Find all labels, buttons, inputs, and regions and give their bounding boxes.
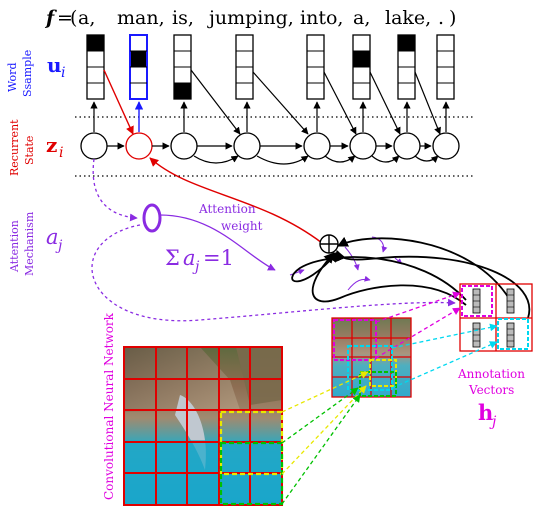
cnn-label: Convolutional Neural Network xyxy=(102,312,116,500)
sentence-word-7: lake, xyxy=(385,7,431,29)
word-vector-1 xyxy=(86,34,105,100)
z-subscript: i xyxy=(59,145,63,161)
recurrent-arrows xyxy=(107,142,439,165)
a-symbol: a xyxy=(46,225,59,249)
sum-sigma: Σ xyxy=(165,246,180,270)
word-sample-label-line1: Word xyxy=(6,63,19,92)
u-symbol: u xyxy=(47,53,62,77)
state-to-word-arrows xyxy=(90,101,450,132)
sentence-open-paren: ( xyxy=(70,7,77,29)
f-symbol: f xyxy=(44,7,57,29)
z-symbol: z xyxy=(46,133,57,157)
annotation-label-line2: Vectors xyxy=(468,383,514,397)
weight-arrows xyxy=(289,236,403,291)
h-subscript: j xyxy=(489,414,497,430)
word-vector-3 xyxy=(173,34,192,100)
sentence-word-2: man, xyxy=(117,7,165,29)
sentence-word-1: a, xyxy=(78,7,95,29)
attention-weight-arrow xyxy=(159,214,276,271)
context-to-state-arrow xyxy=(149,157,323,244)
attention-label-line2: Mechanism xyxy=(23,211,36,276)
word-to-state-arrows xyxy=(190,69,441,135)
feature-to-annotation-arrows xyxy=(375,291,498,389)
word-sample-label-line2: Ssample xyxy=(21,50,34,97)
annotation-to-combiner-curves xyxy=(291,236,531,319)
sentence-close-paren: ) xyxy=(449,7,456,29)
feature-map xyxy=(331,317,412,398)
cnn-to-feature-arrows xyxy=(281,371,369,505)
attention-label-line1: Attention xyxy=(8,220,21,273)
attention-node xyxy=(142,203,162,233)
word-vector-6 xyxy=(352,34,371,100)
attention-weight-line2: weight xyxy=(221,219,263,233)
annotation-vectors xyxy=(459,283,533,352)
word-vector-7 xyxy=(397,34,416,100)
state-to-attention-arrow xyxy=(92,158,138,222)
sentence-word-5: into, xyxy=(300,7,343,29)
word-vector-8 xyxy=(436,34,455,100)
equals-sign: = xyxy=(57,7,73,29)
attention-weight-line1: Attention xyxy=(198,202,256,216)
recurrent-states xyxy=(80,132,460,160)
sentence-word-8: . xyxy=(438,7,444,29)
u-subscript: i xyxy=(61,65,65,81)
red-word-arrow xyxy=(103,69,134,135)
sum-equals-one: =1 xyxy=(203,246,234,270)
recurrent-label-line1: Recurrent xyxy=(8,119,21,176)
sentence-word-4: jumping, xyxy=(207,7,294,29)
word-vector-4 xyxy=(235,34,254,100)
word-vector-2 xyxy=(129,34,148,100)
h-symbol: h xyxy=(478,400,493,425)
input-image xyxy=(123,346,284,506)
sum-subscript: j xyxy=(192,259,200,275)
combiner-node xyxy=(319,234,339,254)
sum-a: a xyxy=(183,246,196,270)
sentence-word-6: a, xyxy=(353,7,370,29)
sentence-word-3: is, xyxy=(172,7,194,29)
word-vector-5 xyxy=(306,34,325,100)
attention-loop-arrow xyxy=(91,224,456,322)
annotation-label-line1: Annotation xyxy=(457,367,525,381)
recurrent-label-line2: State xyxy=(23,136,36,165)
a-subscript: j xyxy=(55,238,63,254)
